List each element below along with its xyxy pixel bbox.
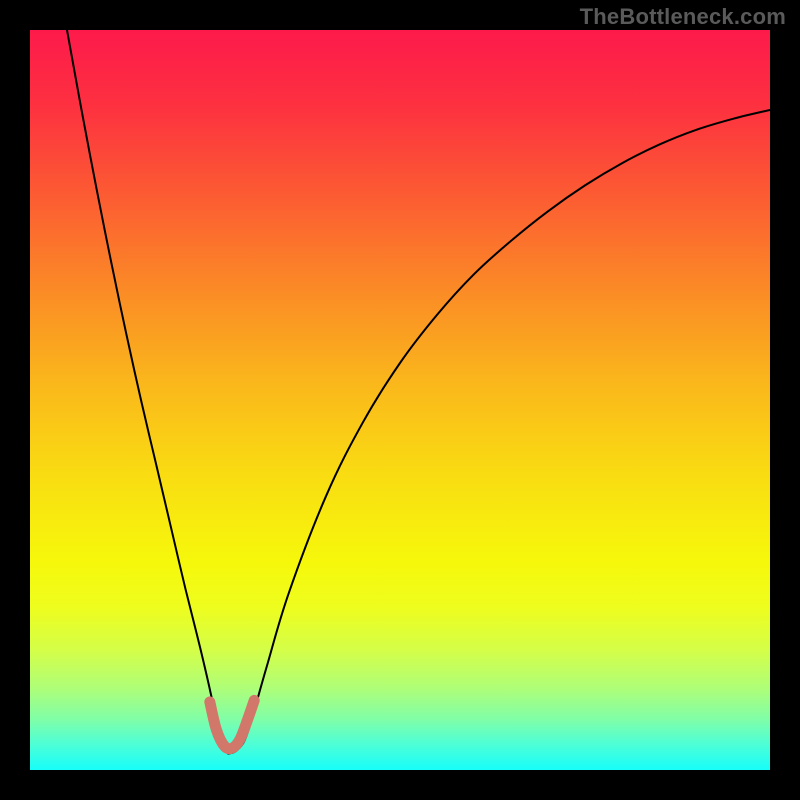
bottleneck-chart — [30, 30, 770, 770]
watermark-text: TheBottleneck.com — [580, 4, 786, 30]
outer-frame: TheBottleneck.com — [0, 0, 800, 800]
